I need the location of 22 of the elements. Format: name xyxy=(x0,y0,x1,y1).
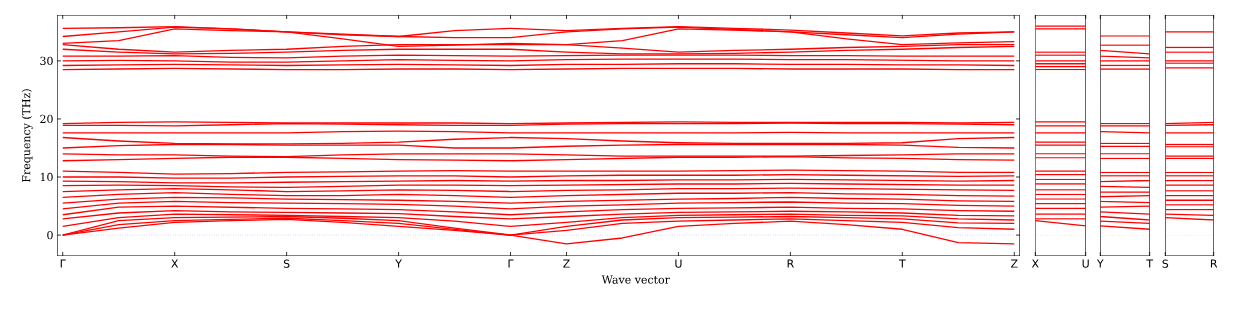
x-tick-label: R xyxy=(787,259,794,268)
x-tick-label: R xyxy=(1210,259,1218,268)
x-tick-label: Γ xyxy=(60,259,66,268)
y-axis-title: Frequency (THz) xyxy=(21,89,33,183)
x-tick-label: X xyxy=(1031,259,1039,268)
x-tick-label: U xyxy=(1082,259,1089,268)
y-tick-label: 0 xyxy=(47,230,53,240)
x-tick-label: S xyxy=(1162,259,1169,268)
x-tick-label: Y xyxy=(1096,259,1104,268)
x-tick-label: Y xyxy=(395,259,402,268)
x-tick-label: Γ xyxy=(508,259,514,268)
x-tick-label: U xyxy=(675,259,682,268)
x-axis-title: Wave vector xyxy=(601,275,670,284)
x-tick-label: Z xyxy=(563,259,570,268)
y-tick-label: 10 xyxy=(40,172,53,182)
x-tick-label: T xyxy=(1146,259,1154,268)
y-tick-label: 20 xyxy=(40,114,53,124)
x-tick-label: Z xyxy=(1011,259,1018,268)
x-tick-label: X xyxy=(171,259,179,268)
y-tick-label: 30 xyxy=(40,56,53,66)
x-tick-label: S xyxy=(283,259,290,268)
x-tick-label: T xyxy=(898,259,906,268)
